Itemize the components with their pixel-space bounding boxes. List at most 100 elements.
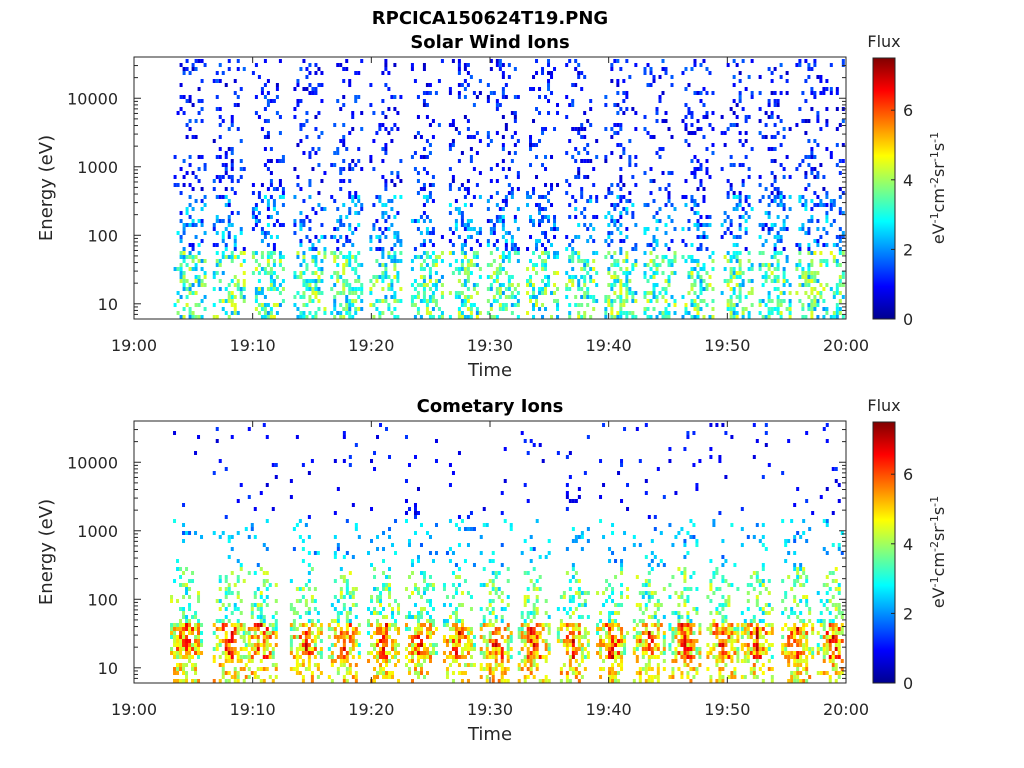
heatmap-cell [348,211,352,215]
heatmap-cell [667,275,671,279]
heatmap-cell [179,655,183,659]
heatmap-cell [313,623,317,627]
heatmap-cell [416,623,420,627]
heatmap-cell [568,631,572,635]
heatmap-cell [469,135,473,139]
heatmap-cell [529,639,533,643]
heatmap-cell [547,87,551,91]
heatmap-cell [580,531,584,535]
heatmap-cell [373,567,377,571]
heatmap-cell [265,627,269,631]
heatmap-cell [535,639,539,643]
heatmap-cell [272,279,276,283]
heatmap-cell [613,103,617,107]
heatmap-cell [782,267,786,271]
heatmap-cell [454,655,458,659]
heatmap-cell [179,239,183,243]
heatmap-cell [735,103,739,107]
heatmap-cell [425,283,429,287]
heatmap-cell [253,603,257,607]
heatmap-cell [501,71,505,75]
heatmap-cell [333,595,337,599]
heatmap-cell [266,271,270,275]
heatmap-cell [625,283,629,287]
heatmap-cell [431,259,435,263]
heatmap-cell [583,75,587,79]
heatmap-cell [568,499,572,503]
heatmap-cell [416,191,420,195]
heatmap-cell [416,615,420,619]
heatmap-cell [333,631,337,635]
heatmap-cell [568,667,572,671]
heatmap-cell [221,231,225,235]
heatmap-cell [302,251,306,255]
heatmap-cell [625,235,629,239]
heatmap-cell [568,451,572,455]
heatmap-cell [810,287,814,291]
heatmap-cell [271,679,275,683]
heatmap-cell [699,299,703,303]
heatmap-cell [218,587,222,591]
heatmap-cell [486,239,490,243]
heatmap-cell [596,631,600,635]
heatmap-cell [224,83,228,87]
heatmap-cell [233,675,237,679]
heatmap-cell [491,559,495,563]
heatmap-cell [498,59,502,63]
heatmap-cell [448,627,452,631]
heatmap-cell [693,303,697,307]
heatmap-cell [574,675,578,679]
heatmap-cell [185,99,189,103]
heatmap-cell [342,243,346,247]
heatmap-cell [342,67,346,71]
heatmap-cell [613,123,617,127]
heatmap-cell [354,639,358,643]
colorbar-tick-label: 0 [903,310,913,329]
heatmap-cell [562,607,566,611]
heatmap-cell [460,635,464,639]
heatmap-cell [425,531,429,535]
heatmap-cell [622,79,626,83]
heatmap-cell [367,623,371,627]
heatmap-cell [448,167,452,171]
heatmap-cell [513,151,517,155]
heatmap-cell [419,639,423,643]
heatmap-cell [369,103,373,107]
heatmap-cell [604,103,608,107]
heatmap-cell [619,287,623,291]
heatmap-cell [611,663,615,667]
heatmap-cell [516,259,520,263]
heatmap-cell [212,655,216,659]
heatmap-cell [313,587,317,591]
heatmap-cell [348,663,352,667]
heatmap-cell [390,223,394,227]
heatmap-cell [544,639,548,643]
heatmap-cell [574,175,578,179]
heatmap-cell [838,207,842,211]
heatmap-cell [440,59,444,63]
heatmap-cell [357,263,361,267]
heatmap-cell [419,231,423,235]
heatmap-cell [523,439,527,443]
heatmap-cell [782,299,786,303]
heatmap-cell [197,87,201,91]
heatmap-cell [804,231,808,235]
heatmap-cell [451,231,455,235]
heatmap-cell [565,495,569,499]
heatmap-cell [670,203,674,207]
heatmap-cell [652,295,656,299]
heatmap-cell [607,211,611,215]
heatmap-cell [767,311,771,315]
heatmap-cell [215,427,219,431]
heatmap-cell [690,315,694,319]
heatmap-cell [532,587,536,591]
heatmap-cell [758,263,762,267]
heatmap-cell [773,247,777,251]
heatmap-cell [360,263,364,267]
heatmap-cell [529,295,533,299]
heatmap-cell [466,299,470,303]
heatmap-cell [497,679,501,683]
heatmap-cell [664,299,668,303]
heatmap-cell [604,299,608,303]
heatmap-cell [611,627,615,631]
